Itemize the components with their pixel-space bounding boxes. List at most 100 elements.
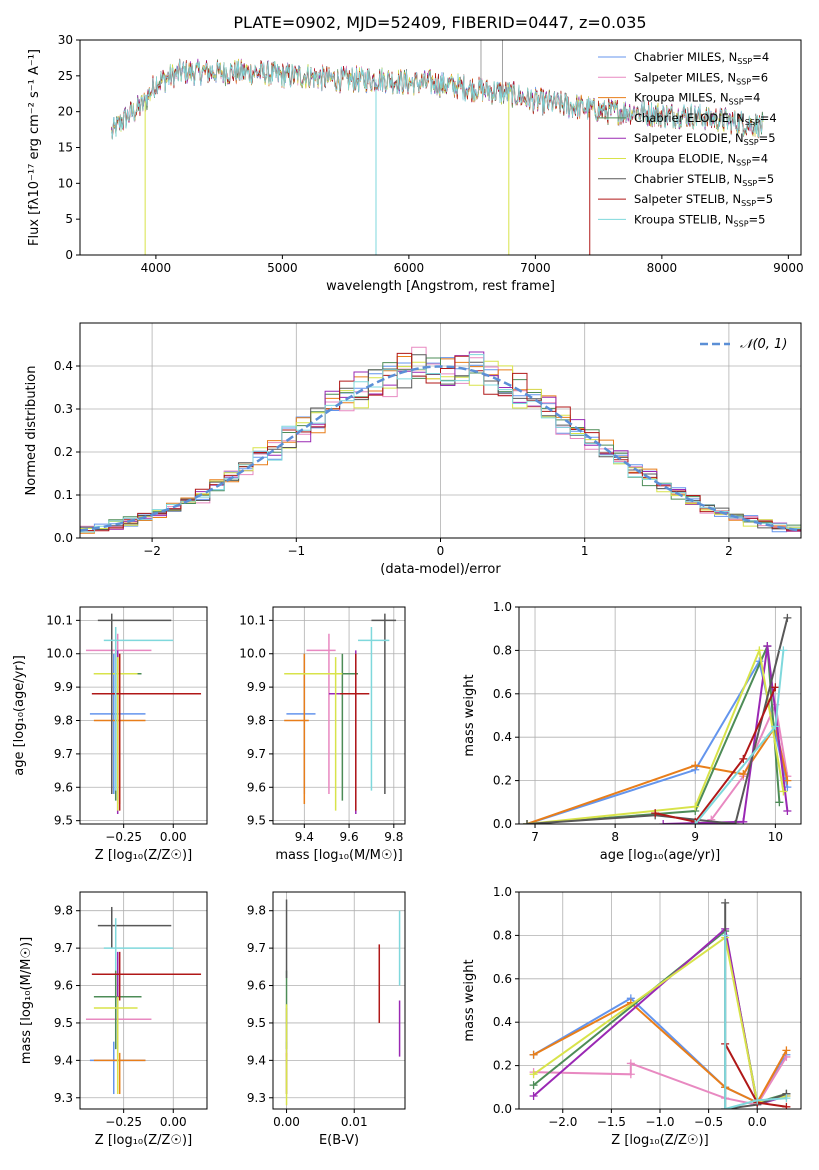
y-tick-label: 0 <box>65 248 73 262</box>
y-tick-label: 9.6 <box>247 979 266 993</box>
legend-text: =4 <box>744 91 761 105</box>
y-tick-label: 9.5 <box>54 1016 73 1030</box>
legend-text: Kroupa ELODIE, N <box>634 152 736 166</box>
mass-weight-marker <box>523 820 532 824</box>
normal-legend-label: 𝒩(0, 1) <box>740 337 787 352</box>
spectrum-line <box>111 59 764 140</box>
y-tick-label: 0.1 <box>54 488 73 502</box>
legend-subscript: SSP <box>742 179 757 188</box>
y-tick-label: 10.0 <box>239 647 266 661</box>
y-tick-label: 0.2 <box>493 774 512 788</box>
x-tick-label: −0.25 <box>105 1115 142 1129</box>
y-tick-label: 0.4 <box>54 359 73 373</box>
mass-weight-marker <box>779 787 788 796</box>
legend-entry: Chabrier ELODIE, NSSP=4 <box>634 111 777 127</box>
legend-entry: Chabrier STELIB, NSSP=5 <box>634 172 774 188</box>
y-tick-label: 9.6 <box>247 780 266 794</box>
legend-entry: Kroupa STELIB, NSSP=5 <box>634 212 765 228</box>
y-tick-label: 0.6 <box>493 687 512 701</box>
legend-subscript: SSP <box>736 159 751 168</box>
legend-text: Chabrier STELIB, N <box>634 172 742 186</box>
y-tick-label: 9.8 <box>247 904 266 918</box>
mass-weight-marker <box>529 1091 538 1100</box>
mass-weight-line <box>533 1056 788 1106</box>
x-tick-label: 0.01 <box>341 1115 368 1129</box>
y-tick-label: 9.7 <box>54 941 73 955</box>
mass-weight-marker <box>651 809 660 818</box>
legend-text: =5 <box>749 212 766 226</box>
x-tick-label: 9.6 <box>340 830 359 844</box>
y-tick-label: 10.1 <box>46 613 73 627</box>
y-axis-label: age [log₁₀(age/yr)] <box>12 655 27 776</box>
y-tick-label: 9.6 <box>54 780 73 794</box>
y-tick-label: 9.6 <box>54 979 73 993</box>
y-tick-label: 9.5 <box>247 814 266 828</box>
x-axis-label: E(B-V) <box>319 1133 359 1148</box>
y-tick-label: 10 <box>58 176 73 190</box>
x-axis-label: Z [log₁₀(Z/Z☉)] <box>95 1133 192 1148</box>
legend-subscript: SSP <box>745 118 760 127</box>
panel-mass-weight-vs-Z: −2.0 −1.5 −1.0 −0.5 0.0 0.0 0.2 0.4 0.6 0.8 1.0 Z [… <box>462 885 802 1148</box>
panel-mass-vs-Z: −0.25 0.00 9.3 9.4 9.5 9.6 9.7 9.8 Z [log₁₀(Z/Z☉… <box>19 891 208 1148</box>
x-tick-label: 7000 <box>520 261 551 275</box>
x-tick-label: −2.0 <box>548 1115 577 1129</box>
y-tick-label: 0.6 <box>493 972 512 986</box>
legend-text: =6 <box>751 70 768 84</box>
y-tick-label: 9.7 <box>247 747 266 761</box>
mass-weight-marker <box>691 820 700 824</box>
x-tick-label: 9000 <box>773 261 804 275</box>
mass-weight-marker <box>721 898 730 907</box>
y-tick-label: 9.7 <box>247 941 266 955</box>
plot-area <box>285 899 401 1106</box>
x-tick-label: 9 <box>691 830 699 844</box>
y-tick-label: 9.8 <box>247 714 266 728</box>
y-tick-label: 9.8 <box>54 714 73 728</box>
y-tick-label: 9.5 <box>54 814 73 828</box>
x-axis-label: mass [log₁₀(M/M☉)] <box>275 848 402 863</box>
mass-weight-marker <box>783 613 792 622</box>
mass-weight-marker <box>529 1050 538 1059</box>
legend-subscript: SSP <box>744 138 759 147</box>
panel-mass-vs-EBV: 0.00 0.01 9.3 9.4 9.5 9.6 9.7 9.8 E(B-V) <box>247 891 406 1148</box>
y-tick-label: 15 <box>58 141 73 155</box>
x-tick-label: −0.25 <box>105 830 142 844</box>
y-tick-label: 9.9 <box>54 680 73 694</box>
y-tick-label: 0.4 <box>493 730 512 744</box>
y-tick-label: 9.7 <box>54 747 73 761</box>
plot-area <box>284 613 397 814</box>
x-tick-label: 9.8 <box>384 830 403 844</box>
legend-entry: Kroupa ELODIE, NSSP=4 <box>634 152 768 168</box>
plot-area <box>529 898 791 1109</box>
mass-weight-marker <box>721 931 730 940</box>
legend-entry: Kroupa MILES, NSSP=4 <box>634 91 760 107</box>
legend-subscript: SSP <box>729 98 744 107</box>
x-tick-label: 0.00 <box>160 830 187 844</box>
y-axis-label: mass weight <box>462 674 477 756</box>
legend-text: Salpeter STELIB, N <box>634 192 741 206</box>
y-tick-label: 0.3 <box>54 402 73 416</box>
x-tick-label: 4000 <box>141 261 172 275</box>
plot-area <box>85 906 202 1095</box>
y-tick-label: 1.0 <box>493 600 512 614</box>
mass-weight-marker <box>782 1046 791 1055</box>
y-tick-label: 0.2 <box>54 445 73 459</box>
legend-text: =5 <box>756 192 773 206</box>
x-tick-label: −1.0 <box>645 1115 674 1129</box>
legend-text: Chabrier MILES, N <box>634 50 737 64</box>
y-axis-label: mass [log₁₀(M/M☉)] <box>19 937 34 1064</box>
histogram-step <box>80 354 801 534</box>
x-tick-label: 0.0 <box>748 1115 767 1129</box>
plot-area <box>111 40 764 255</box>
x-axis-label: wavelength [Angstrom, rest frame] <box>326 279 555 294</box>
x-tick-label: 1 <box>581 544 589 558</box>
x-tick-label: 6000 <box>394 261 425 275</box>
panel-age-vs-mass: 9.4 9.6 9.8 9.5 9.6 9.7 9.8 9.9 10.0 10.1 mass [lo… <box>239 606 406 863</box>
plot-area <box>85 613 202 814</box>
y-tick-label: 5 <box>65 212 73 226</box>
legend-text: =4 <box>752 50 769 64</box>
legend-subscript: SSP <box>741 199 756 208</box>
x-tick-label: −1.5 <box>597 1115 626 1129</box>
legend-text: =5 <box>759 131 776 145</box>
legend-entry: Salpeter MILES, NSSP=6 <box>634 70 768 86</box>
